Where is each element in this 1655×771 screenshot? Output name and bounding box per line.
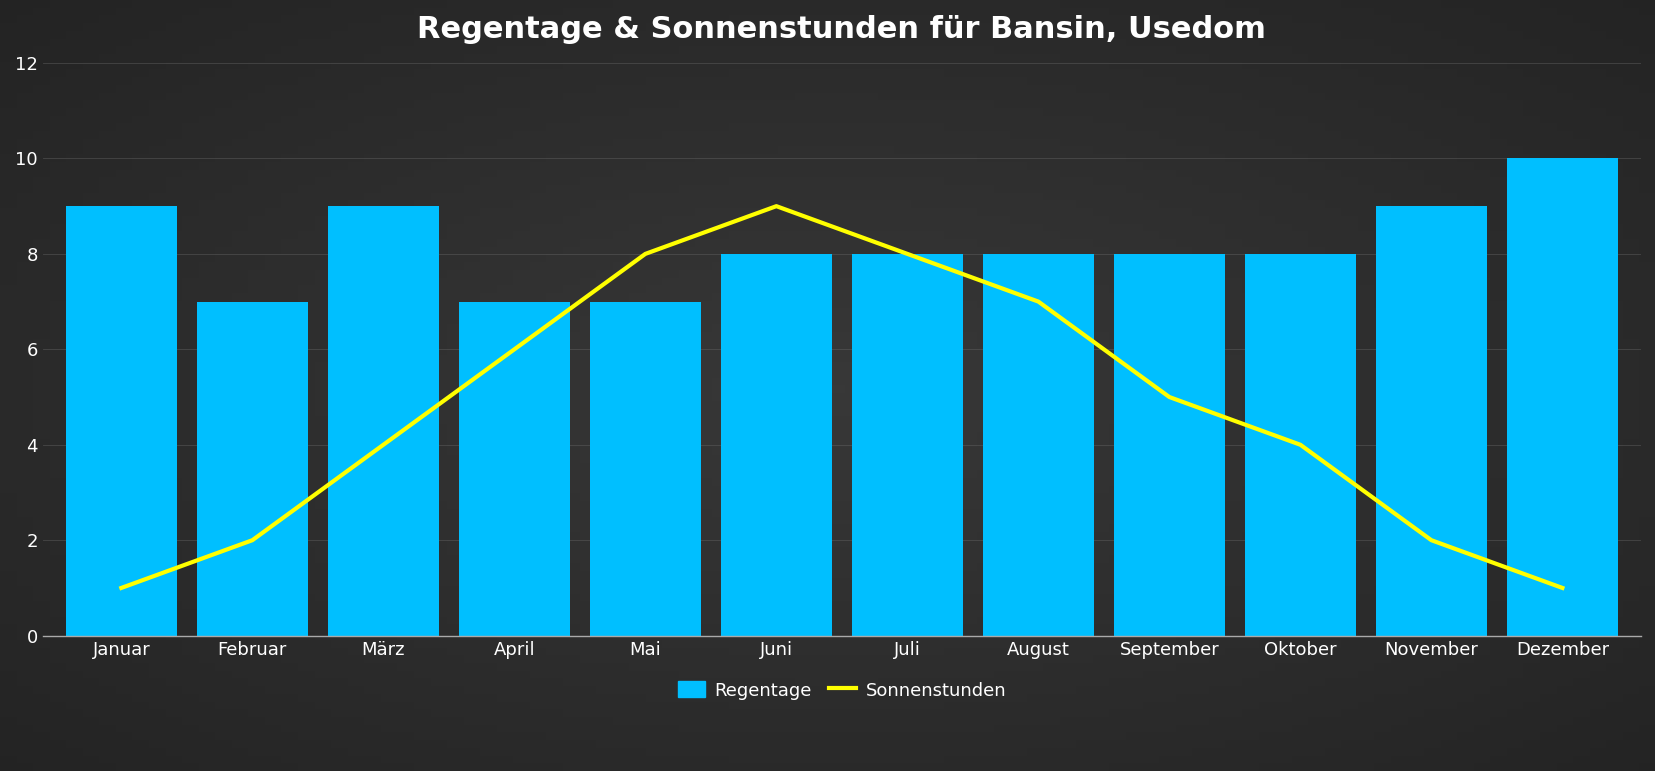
Bar: [1245, 254, 1355, 635]
Bar: [589, 301, 700, 635]
Bar: [458, 301, 569, 635]
Legend: Regentage, Sonnenstunden: Regentage, Sonnenstunden: [670, 674, 1013, 707]
Bar: [720, 254, 831, 635]
Bar: [66, 206, 177, 635]
Bar: [851, 254, 963, 635]
Bar: [197, 301, 308, 635]
Bar: [328, 206, 439, 635]
Title: Regentage & Sonnenstunden für Bansin, Usedom: Regentage & Sonnenstunden für Bansin, Us…: [417, 15, 1266, 44]
Bar: [1506, 159, 1617, 635]
Bar: [1114, 254, 1225, 635]
Bar: [1375, 206, 1486, 635]
Bar: [981, 254, 1094, 635]
